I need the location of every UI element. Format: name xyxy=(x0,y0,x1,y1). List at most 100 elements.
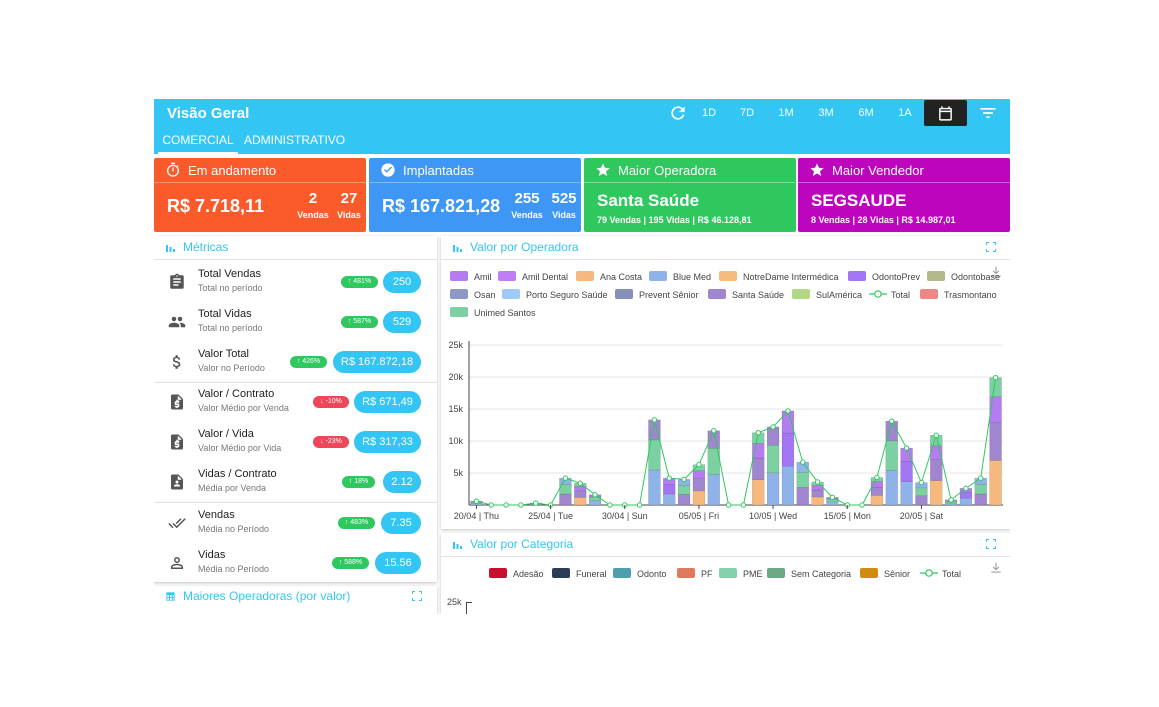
metric-valor-vida: Valor / Vida Valor Médio por Vida ↓ -23%… xyxy=(154,422,437,462)
bar-segment xyxy=(766,472,780,506)
legend-item[interactable]: Unimed Santos xyxy=(450,307,536,319)
total-point xyxy=(740,502,747,508)
legend-item[interactable]: Amil xyxy=(450,271,492,283)
metric-valor-contrato: Valor / Contrato Valor Médio por Venda ↓… xyxy=(154,382,437,422)
range-3m[interactable]: 3M xyxy=(818,107,834,119)
legend-item[interactable]: Santa Saúde xyxy=(708,289,784,301)
metric-label: Total Vidas xyxy=(198,308,252,320)
legend-item[interactable]: Osan xyxy=(450,289,496,301)
bar-segment xyxy=(692,490,706,506)
chart-valor-operadora: Valor por Operadora Amil Amil Dental Ana C… xyxy=(441,236,1010,529)
range-7d[interactable]: 7D xyxy=(739,107,755,119)
bar-segment xyxy=(826,501,839,506)
tab-administrativo[interactable]: ADMINISTRATIVO xyxy=(244,133,346,147)
download-icon[interactable] xyxy=(989,561,1003,575)
legend-item[interactable]: Odontobase xyxy=(927,271,1000,283)
total-point xyxy=(948,497,954,503)
legend-item[interactable]: Amil Dental xyxy=(498,271,568,283)
kpi-vidas-label: Vidas xyxy=(337,210,361,220)
bar-segment xyxy=(915,495,928,506)
legend-item[interactable]: Total xyxy=(920,568,961,580)
metric-change-badge: ↑ 426% xyxy=(290,356,327,368)
kpi-vendas-count: 255 xyxy=(514,190,540,207)
total-point xyxy=(503,502,509,508)
legend-item[interactable]: Porto Seguro Saúde xyxy=(502,289,608,301)
total-point xyxy=(577,480,583,486)
legend-item[interactable]: SulAmérica xyxy=(792,289,862,301)
calendar-button[interactable] xyxy=(924,100,967,126)
range-1a[interactable]: 1A xyxy=(898,107,912,119)
metric-change-badge: ↑ 481% xyxy=(341,276,378,288)
y-tick-label: 25k xyxy=(447,597,462,607)
bar-segment xyxy=(588,500,602,506)
metric-change-badge: ↑ 483% xyxy=(338,517,375,529)
fullscreen-icon[interactable] xyxy=(412,591,422,601)
kpi-detail: 8 Vendas | 28 Vidas | R$ 14.987,01 xyxy=(811,215,956,225)
total-point xyxy=(711,428,717,434)
legend-item[interactable]: Blue Med xyxy=(649,271,711,283)
bar-segment xyxy=(663,484,676,495)
metric-sub: Total no período xyxy=(198,283,263,293)
legend-item[interactable]: Ana Costa xyxy=(576,271,642,283)
legend-item[interactable]: Adesão xyxy=(489,568,544,580)
legend-item[interactable]: Total xyxy=(869,289,910,301)
range-1d[interactable]: 1D xyxy=(701,107,717,119)
legend-label: Ana Costa xyxy=(600,272,643,282)
legend-item[interactable]: Funeral xyxy=(552,568,607,580)
total-point xyxy=(963,485,969,492)
y-tick-label: 20k xyxy=(448,372,463,382)
bar-segment xyxy=(974,493,987,506)
table-icon xyxy=(166,592,175,601)
person-icon xyxy=(171,557,183,569)
bar-segment xyxy=(781,432,795,467)
total-point xyxy=(607,502,613,508)
filter-icon[interactable] xyxy=(978,103,998,123)
metric-change-badge: ↑ 18% xyxy=(342,476,375,488)
total-point xyxy=(696,461,702,468)
legend-item[interactable]: Prevent Sênior xyxy=(615,289,699,301)
bar-segment xyxy=(870,486,884,496)
legend-item[interactable]: PME xyxy=(719,568,763,580)
refresh-icon[interactable] xyxy=(668,103,688,123)
legend-label: Trasmontano xyxy=(944,290,997,300)
bar-segment xyxy=(959,497,973,506)
metric-sub: Valor no Período xyxy=(198,363,265,373)
range-6m[interactable]: 6M xyxy=(858,107,874,119)
bar-segment xyxy=(781,410,795,434)
legend-item[interactable]: NotreDame Intermédica xyxy=(719,271,839,283)
kpi-label: Maior Vendedor xyxy=(832,163,924,178)
legend-item[interactable]: Trasmontano xyxy=(920,289,997,301)
legend-label: Sem Categoria xyxy=(791,569,852,579)
legend-item[interactable]: Sênior xyxy=(860,568,910,580)
fullscreen-icon[interactable] xyxy=(986,539,996,549)
y-tick-label: 5k xyxy=(453,468,463,478)
bar-segment xyxy=(796,472,809,488)
check-circle-icon xyxy=(381,163,395,177)
metric-valor-total: Valor Total Valor no Período ↑ 426% R$ 1… xyxy=(154,342,437,382)
bar-segment xyxy=(885,470,898,506)
tab-comercial[interactable]: COMERCIAL xyxy=(158,131,238,154)
y-tick-label: 10k xyxy=(448,436,463,446)
fullscreen-icon[interactable] xyxy=(986,242,996,252)
metric-sub: Total no período xyxy=(198,323,263,333)
kpi-name: SEGSAUDE xyxy=(811,191,907,210)
calendar-icon xyxy=(939,106,952,121)
x-tick-label: 30/04 | Sun xyxy=(602,511,648,521)
legend-item[interactable]: OdontoPrev xyxy=(848,271,920,283)
total-point xyxy=(681,476,687,483)
person-file-icon xyxy=(171,474,183,490)
range-1m[interactable]: 1M xyxy=(778,107,794,119)
legend-item[interactable]: Sem Categoria xyxy=(767,568,851,580)
metric-value: 250 xyxy=(383,271,421,293)
metric-vendas-media: Vendas Média no Período ↑ 483% 7.35 xyxy=(154,503,437,543)
download-icon[interactable] xyxy=(989,265,1003,279)
chart-title: Valor por Categoria xyxy=(470,537,574,551)
metric-value: R$ 167.872,18 xyxy=(333,351,421,373)
kpi-vidas-count: 525 xyxy=(551,190,577,207)
metric-label: Vendas xyxy=(198,509,235,521)
money-file-icon xyxy=(171,434,183,450)
metric-value: 2.12 xyxy=(383,471,421,493)
x-tick-label: 25/04 | Tue xyxy=(528,511,573,521)
legend-item[interactable]: PF xyxy=(677,568,713,580)
legend-item[interactable]: Odonto xyxy=(613,568,667,580)
